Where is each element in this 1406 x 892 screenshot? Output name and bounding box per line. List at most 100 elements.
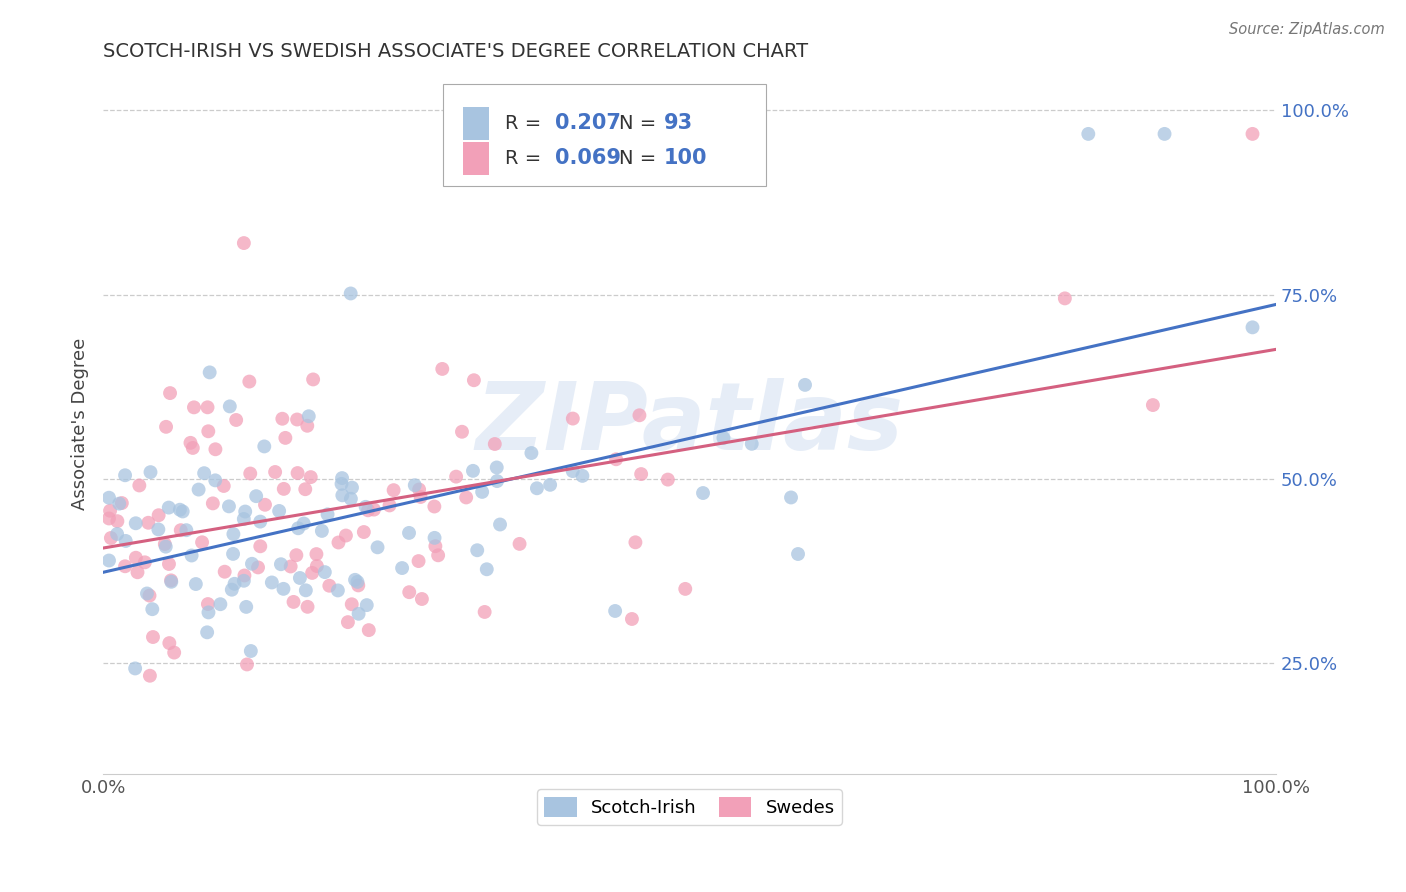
Text: ZIPatlas: ZIPatlas [475, 378, 904, 470]
Point [288, 571, 311, 585]
Point [408, 483, 430, 497]
Point [139, 465, 162, 479]
Point [157, 500, 180, 515]
Point [260, 575, 283, 590]
Point [340, 597, 363, 611]
Point [330, 488, 353, 502]
Point [353, 524, 375, 539]
Point [347, 578, 370, 592]
Point [328, 535, 350, 549]
Text: 0.207: 0.207 [555, 113, 620, 134]
Point [138, 516, 160, 530]
Point [561, 464, 583, 478]
Point [148, 523, 170, 537]
Point [273, 582, 295, 596]
Point [382, 483, 405, 497]
Point [232, 574, 254, 588]
Point [509, 537, 531, 551]
Point [163, 646, 186, 660]
Point [408, 554, 430, 568]
Point [105, 527, 128, 541]
Point [630, 467, 652, 481]
Point [98, 553, 121, 567]
Point [311, 524, 333, 538]
Point [204, 474, 226, 488]
Text: Source: ZipAtlas.com: Source: ZipAtlas.com [1229, 22, 1385, 37]
Point [197, 597, 219, 611]
Point [271, 411, 294, 425]
Point [222, 527, 245, 541]
Point [204, 442, 226, 457]
Point [111, 496, 134, 510]
Point [367, 541, 389, 555]
Point [297, 599, 319, 614]
Point [489, 517, 512, 532]
Point [432, 362, 454, 376]
Text: N =: N = [619, 114, 662, 133]
Point [253, 439, 276, 453]
Point [356, 598, 378, 612]
Point [172, 504, 194, 518]
Point [187, 483, 209, 497]
Point [114, 468, 136, 483]
Text: 93: 93 [664, 113, 693, 134]
Point [100, 531, 122, 545]
Point [240, 557, 263, 571]
Point [526, 481, 548, 495]
Point [398, 585, 420, 599]
Text: R =: R = [505, 114, 548, 133]
Point [357, 503, 380, 517]
Point [451, 425, 474, 439]
Point [195, 625, 218, 640]
Point [299, 470, 322, 484]
Point [160, 574, 183, 588]
Point [485, 460, 508, 475]
Point [235, 599, 257, 614]
Point [98, 511, 121, 525]
Point [297, 418, 319, 433]
Point [1053, 292, 1076, 306]
Point [273, 482, 295, 496]
Point [233, 568, 256, 582]
Point [169, 502, 191, 516]
Point [224, 576, 246, 591]
Point [561, 411, 583, 425]
Point [301, 566, 323, 580]
Point [1077, 127, 1099, 141]
Point [363, 502, 385, 516]
Point [538, 478, 561, 492]
Point [125, 550, 148, 565]
Point [357, 623, 380, 637]
Point [157, 636, 180, 650]
Bar [463, 106, 489, 140]
Point [336, 615, 359, 629]
Point [344, 573, 367, 587]
Point [456, 491, 478, 505]
Point [409, 490, 432, 504]
Point [294, 482, 316, 496]
Point [1241, 320, 1264, 334]
Point [105, 514, 128, 528]
Point [474, 605, 496, 619]
Point [605, 452, 627, 467]
Point [238, 375, 260, 389]
Text: N =: N = [619, 149, 662, 168]
Point [287, 466, 309, 480]
Point [170, 523, 193, 537]
Point [218, 400, 240, 414]
Point [197, 401, 219, 415]
Point [318, 579, 340, 593]
Text: 0.069: 0.069 [555, 148, 620, 169]
Point [197, 606, 219, 620]
Point [605, 604, 627, 618]
Point [128, 478, 150, 492]
Point [1153, 127, 1175, 141]
Point [184, 577, 207, 591]
Point [780, 491, 803, 505]
Point [692, 486, 714, 500]
Point [153, 537, 176, 551]
Point [1241, 127, 1264, 141]
Point [180, 549, 202, 563]
Point [125, 516, 148, 531]
Point [212, 479, 235, 493]
